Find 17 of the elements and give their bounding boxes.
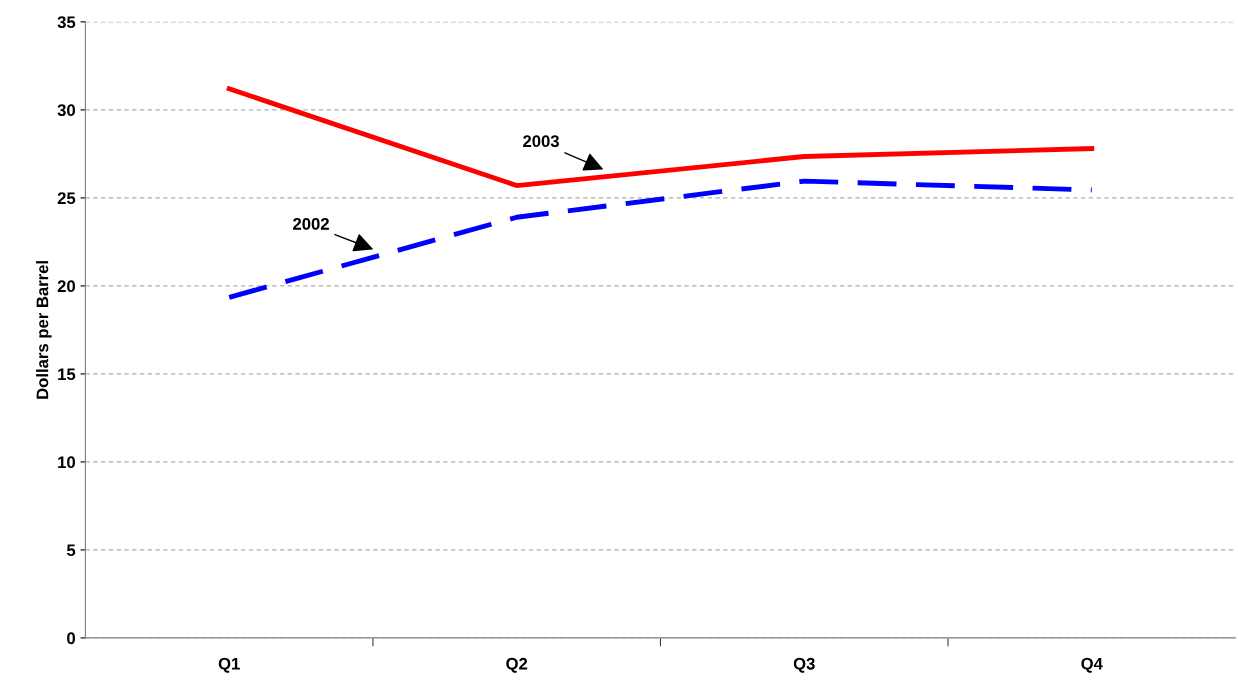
y-tick-label: 30 — [57, 104, 76, 117]
y-axis-title: Dollars per Barrel — [36, 261, 52, 399]
line-series — [226, 178, 1095, 300]
text: 2003 — [523, 135, 559, 148]
y-tick-label: 20 — [57, 280, 76, 293]
x-tick-label: Q3 — [793, 657, 815, 673]
y-tick-label: 25 — [57, 192, 76, 205]
x-tick-label: Q1 — [218, 657, 240, 673]
x-tick-label: Q4 — [1081, 657, 1103, 673]
y-tick-label: 0 — [67, 632, 76, 645]
text: 2002 — [293, 217, 329, 230]
y-tick-label: 15 — [58, 368, 76, 381]
y-tick-label: 35 — [57, 16, 76, 29]
x-tick-label: Q2 — [506, 657, 528, 673]
line-series — [226, 86, 1095, 188]
y-tick-label: 5 — [66, 544, 76, 557]
y-tick-label: 10 — [58, 456, 76, 469]
